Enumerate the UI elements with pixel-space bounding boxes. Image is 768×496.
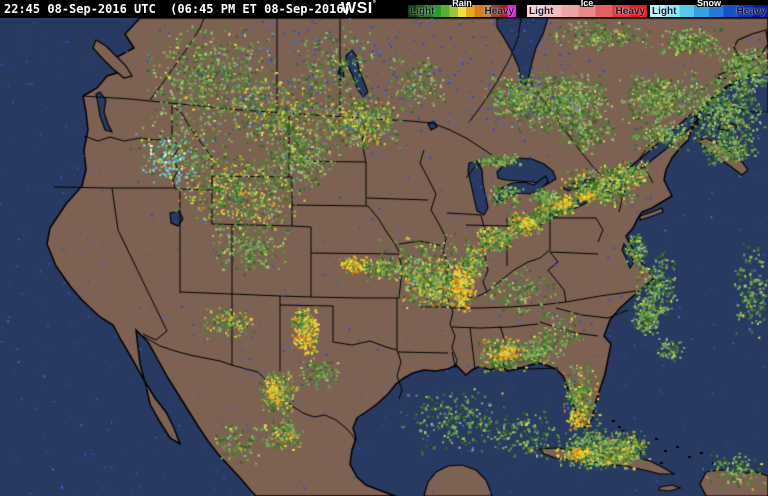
timestamp: 22:45 08-Sep-2016 UTC (06:45 PM ET 08-Se… [4,2,351,16]
legend-ice-label: Ice [580,0,594,8]
legend-rain-label: Rain [452,0,472,8]
legend-snow: Snow Light Heavy [650,0,768,18]
legend-snow-heavy-label: Heavy [736,6,766,17]
legend-rain-light-label: Light [410,6,435,17]
wsi-logo-text: WSI [341,0,373,17]
legend-ice-heavy-label: Heavy [615,6,645,17]
radar-map-canvas [0,18,768,496]
wsi-logo-mark: ° [372,0,377,8]
wsi-logo: WSI° [341,0,376,18]
timestamp-utc: 22:45 08-Sep-2016 UTC [4,2,156,16]
legend-ice-gradient [527,5,647,17]
legend-rain-gradient [408,5,516,17]
timestamp-local: (06:45 PM ET 08-Sep-2016) [170,2,351,16]
timestamp-gap [156,2,170,16]
legend-snow-light-label: Light [652,6,677,17]
legend-rain: Rain Light Heavy [408,0,516,18]
legend-rain-heavy-label: Heavy [484,6,514,17]
legend-snow-gradient [650,5,768,17]
legend-snow-label: Snow [697,0,721,8]
header-bar: 22:45 08-Sep-2016 UTC (06:45 PM ET 08-Se… [0,0,768,18]
legend-ice-light-label: Light [529,6,554,17]
legend-ice: Ice Light Heavy [527,0,647,18]
